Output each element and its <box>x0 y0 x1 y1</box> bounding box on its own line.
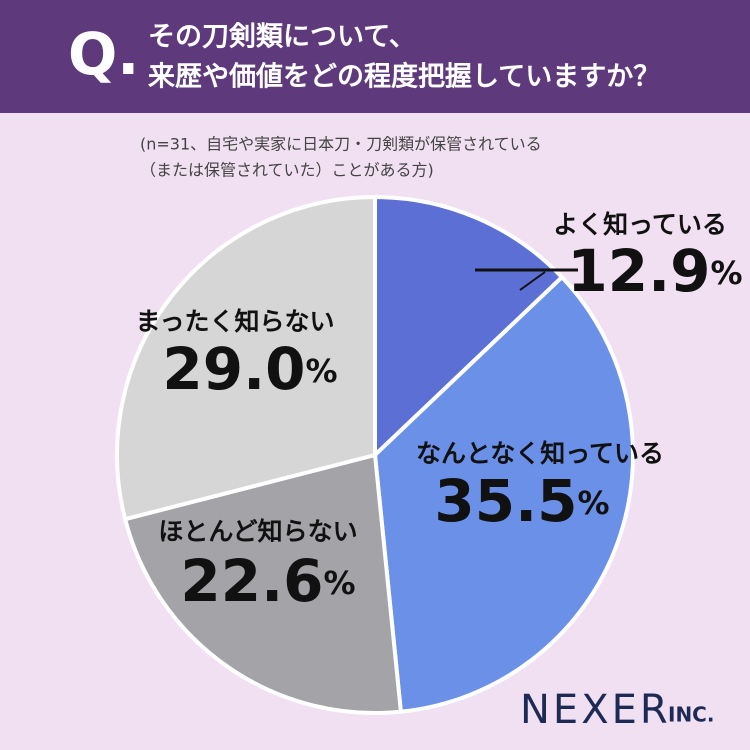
slice-label: まったく知らない <box>135 307 334 336</box>
value-unit: % <box>578 484 610 522</box>
slice-label: ほとんど知らない <box>158 517 357 546</box>
slice-label: なんとなく知っている <box>416 439 664 468</box>
chart-title: 来歴や価値をどの程度把握していますか？ <box>148 61 660 93</box>
value-unit: % <box>324 564 356 602</box>
value-number: 29.0 <box>162 335 305 403</box>
header <box>0 0 750 113</box>
value-unit: % <box>306 352 338 390</box>
value-label: 29.0% <box>162 335 337 403</box>
value-label: 35.5% <box>434 467 609 535</box>
value-label: 22.6% <box>180 547 355 615</box>
brand-suffix: INC. <box>668 703 714 727</box>
note: (n=31、自宅や実家に日本刀・刀剣類が保管されている <box>140 135 542 154</box>
value-number: 22.6 <box>180 547 323 615</box>
pie <box>115 194 635 715</box>
note: （または保管されていた）ことがある方) <box>140 161 434 180</box>
pie-slice <box>115 194 377 522</box>
slice-label: よく知っている <box>553 210 727 239</box>
pie-slice <box>373 194 565 460</box>
title-badge: Q. <box>68 20 139 88</box>
value-number: 12.9 <box>567 237 710 305</box>
pie-slice <box>372 274 635 714</box>
value-label: 12.9% <box>567 237 742 305</box>
leader-line <box>519 271 546 291</box>
pie-slice <box>122 452 404 715</box>
value-unit: % <box>711 254 743 292</box>
brand: NEXER <box>520 687 671 733</box>
chart-title: その刀剣類について、 <box>148 22 416 53</box>
value-number: 35.5 <box>434 467 577 535</box>
